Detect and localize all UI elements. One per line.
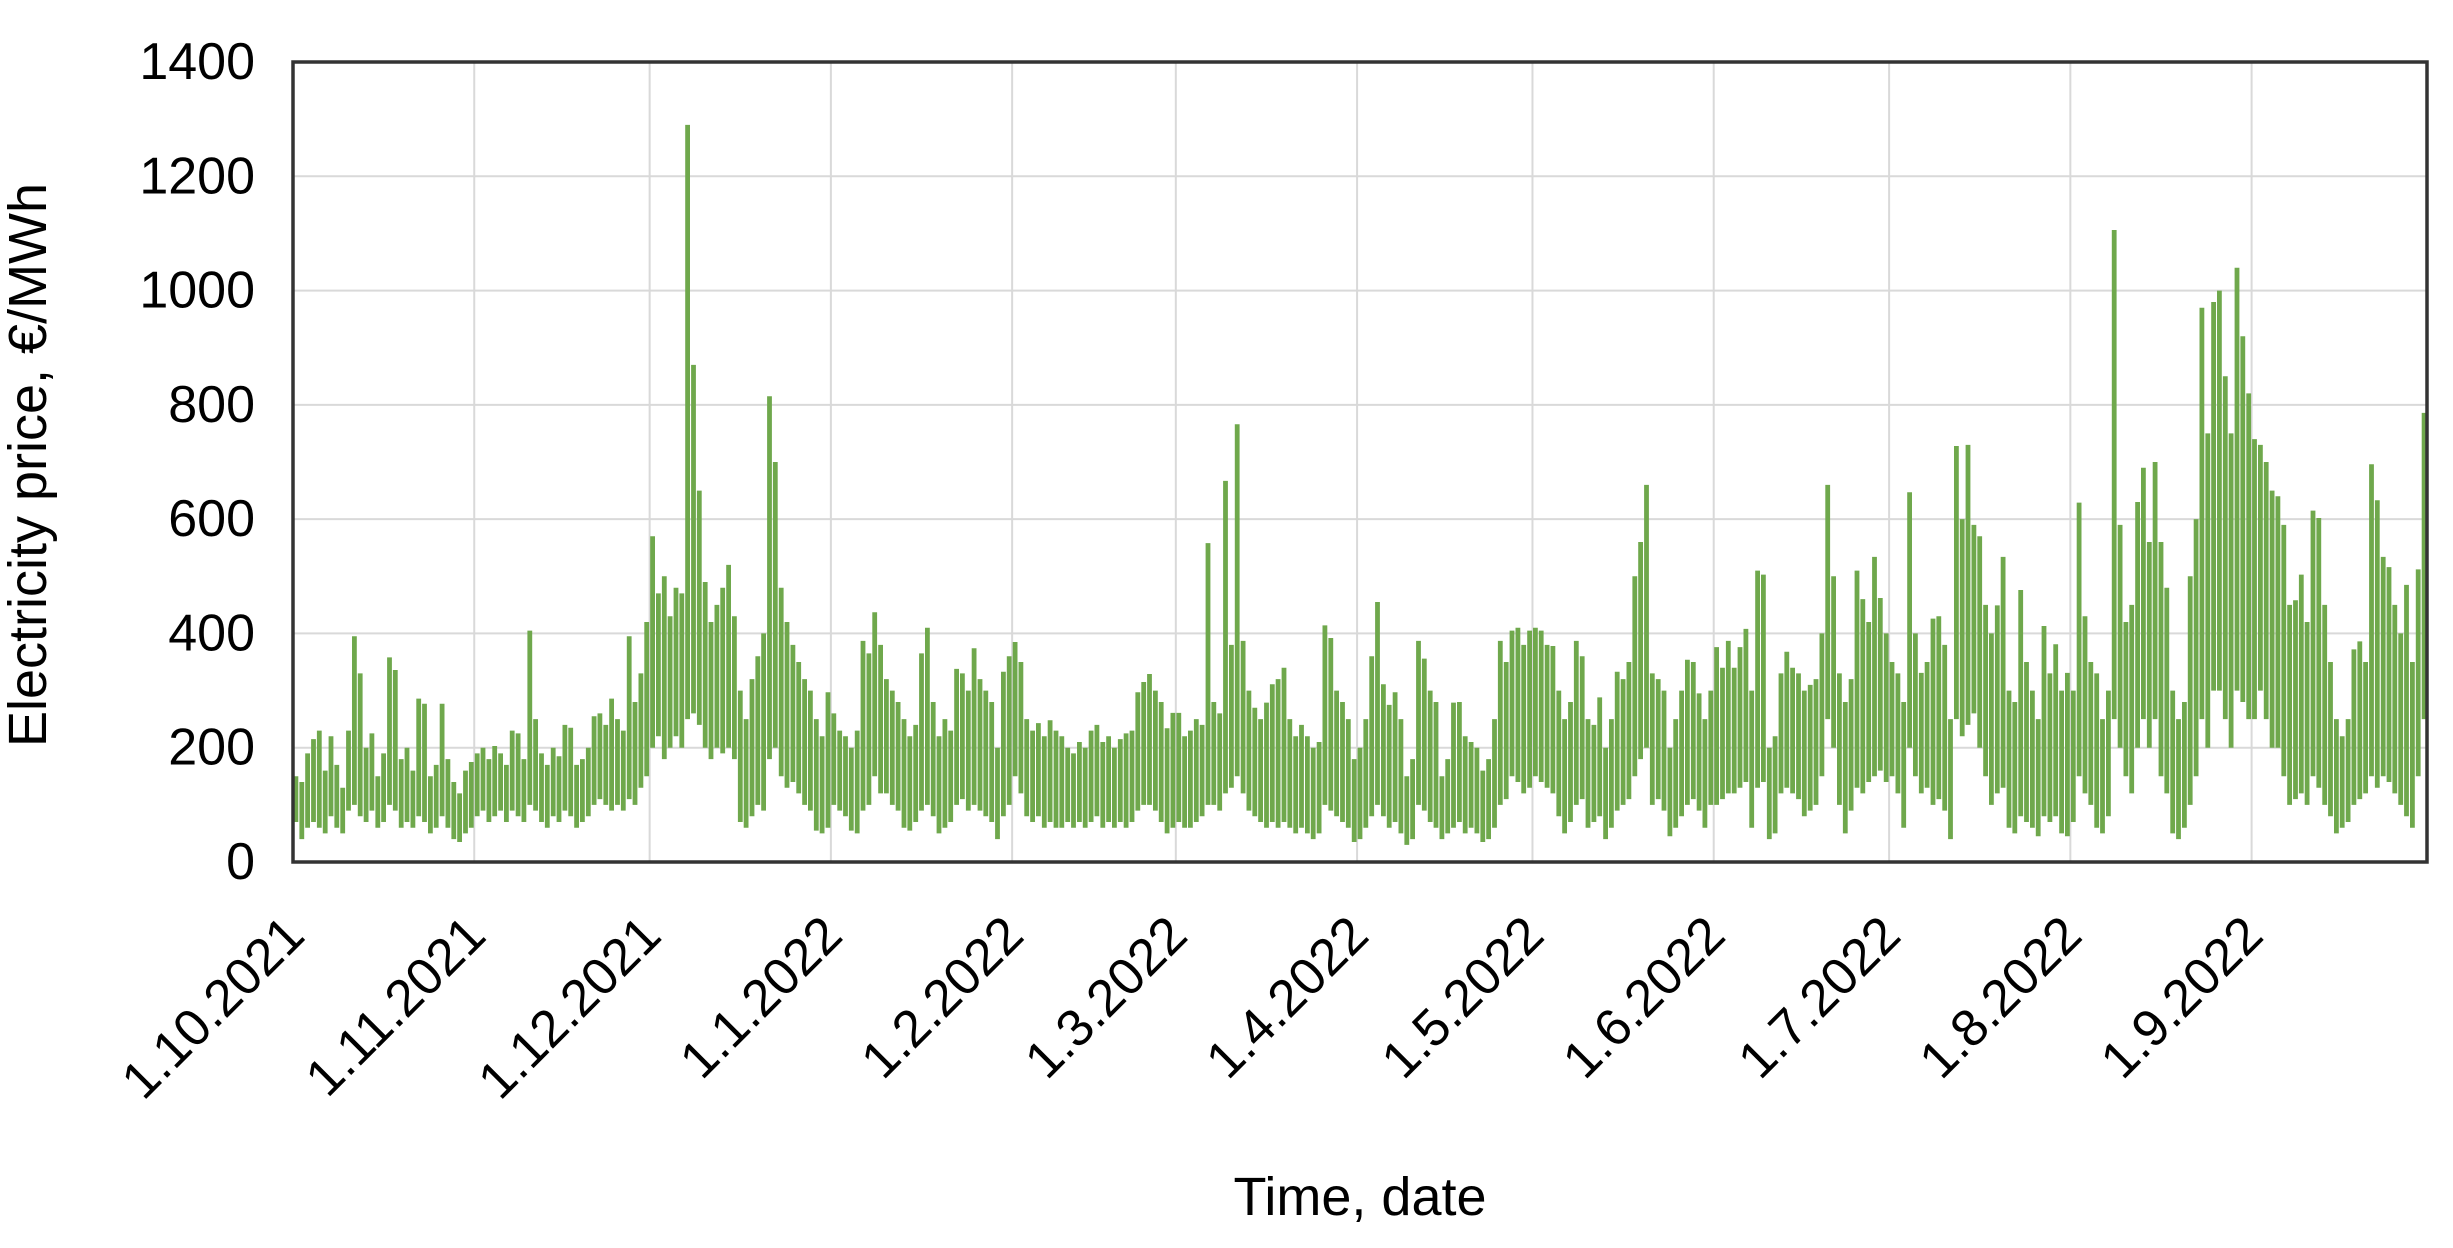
x-tick-label: 1.9.2022	[2090, 905, 2274, 1089]
x-tick-label: 1.6.2022	[1552, 905, 1736, 1089]
y-tick-label: 800	[168, 376, 255, 434]
x-tick-label: 1.3.2022	[1014, 905, 1198, 1089]
x-axis-title: Time, date	[1233, 1167, 1486, 1227]
x-tick-label: 1.4.2022	[1195, 905, 1379, 1089]
y-tick-label: 400	[168, 604, 255, 662]
x-tick-label: 1.7.2022	[1727, 905, 1911, 1089]
y-tick-label: 600	[168, 490, 255, 548]
y-axis-title: Electricity price, €/MWh	[0, 183, 58, 747]
y-tick-label: 200	[168, 719, 255, 777]
x-tick-label: 1.10.2021	[111, 905, 316, 1110]
y-tick-label: 1200	[139, 147, 255, 205]
price-series	[293, 124, 2427, 845]
x-tick-label: 1.2.2022	[850, 905, 1034, 1089]
y-tick-label: 1400	[139, 33, 255, 91]
x-tick-label: 1.5.2022	[1371, 905, 1555, 1089]
y-tick-label: 0	[226, 833, 255, 891]
plot-border	[291, 60, 2429, 864]
x-tick-label: 1.8.2022	[1909, 905, 2093, 1089]
plot-area: 0 200 400 600 800 1000 1200 1400 1.10.20211.11.2…	[111, 33, 2429, 1110]
x-tick-label: 1.1.2022	[669, 905, 853, 1089]
x-tick-label: 1.12.2021	[468, 905, 673, 1110]
y-tick-label: 1000	[139, 262, 255, 320]
x-tick-label: 1.11.2021	[295, 905, 497, 1107]
